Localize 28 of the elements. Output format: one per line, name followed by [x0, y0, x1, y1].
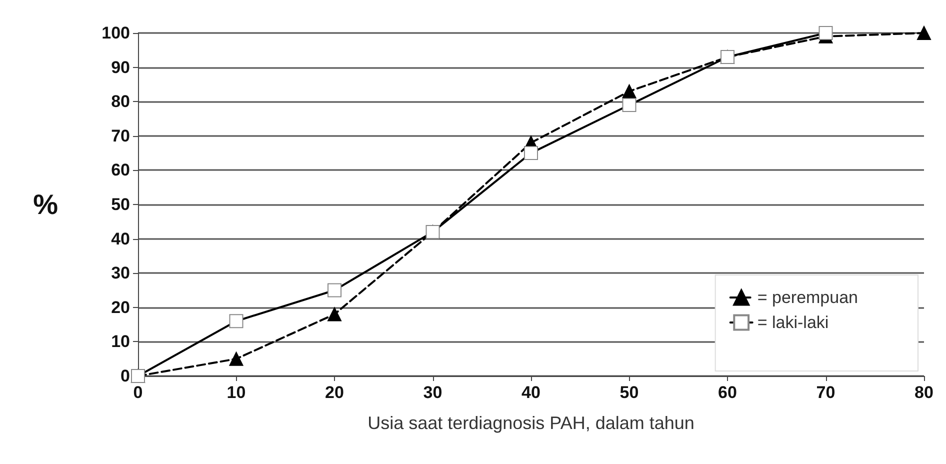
y-tick-label: 30 [111, 264, 130, 283]
y-tick-label: 0 [120, 366, 130, 386]
point [229, 352, 244, 366]
x-tick-label: 20 [325, 383, 344, 402]
y-tick-label: 50 [111, 195, 130, 214]
x-axis-title: Usia saat terdiagnosis PAH, dalam tahun [368, 413, 694, 433]
point [622, 84, 636, 98]
y-tick-label: 100 [102, 24, 130, 42]
x-tick-label: 0 [133, 383, 143, 402]
x-tick-label: 80 [914, 383, 934, 402]
y-tick-label: 90 [111, 58, 130, 77]
y-axis-title: % [33, 189, 58, 220]
x-tick-label: 30 [423, 383, 442, 402]
legend-label: = laki-laki [757, 313, 829, 332]
x-tick-label: 60 [718, 383, 737, 402]
legend-label: = perempuan [757, 288, 858, 307]
y-tick-label: 20 [111, 298, 130, 317]
y-tick-label: 10 [111, 332, 130, 352]
y-tick-label: 70 [111, 126, 130, 146]
x-tick-label: 70 [816, 383, 836, 402]
point [917, 26, 931, 40]
y-tick-label: 80 [111, 92, 130, 112]
x-tick-label: 40 [522, 383, 540, 402]
x-tick-label: 50 [620, 383, 639, 402]
x-tick-label: 10 [226, 383, 246, 402]
point [328, 307, 342, 322]
y-tick-label: 40 [111, 229, 130, 248]
y-tick-label: 60 [111, 160, 130, 180]
